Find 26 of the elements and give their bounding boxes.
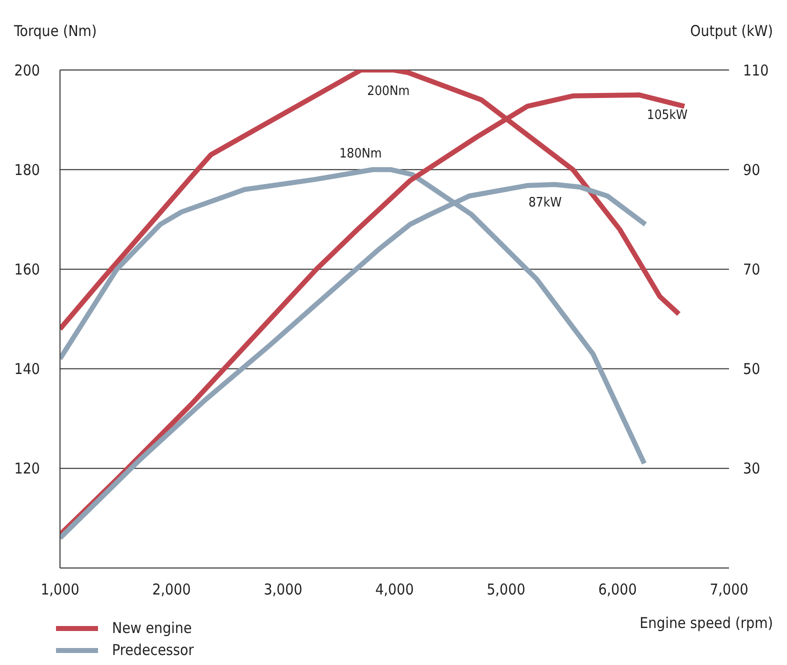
y2-tick-label: 70: [743, 260, 760, 279]
data-label: 105kW: [646, 108, 688, 123]
x-tick-label: 3,000: [264, 580, 302, 599]
x-axis-title: Engine speed (rpm): [640, 614, 773, 632]
y2-tick-label: 90: [743, 160, 760, 179]
y2-tick-label: 50: [743, 360, 760, 378]
y-tick-label: 200: [14, 61, 40, 80]
data-label: 200Nm: [367, 84, 410, 99]
y-tick-label: 180: [14, 160, 40, 179]
data-label: 180Nm: [339, 146, 382, 162]
x-tick-label: 4,000: [375, 580, 414, 599]
x-tick-label: 6,000: [598, 580, 637, 599]
y-tick-label: 140: [14, 360, 40, 378]
x-tick-label: 7,000: [710, 580, 748, 599]
legend-label: Predecessor: [112, 641, 194, 659]
y2-axis-title: Output (kW): [690, 22, 773, 40]
x-tick-label: 1,000: [40, 580, 80, 599]
y-tick-label: 160: [14, 260, 40, 279]
legend-label: New engine: [112, 619, 192, 637]
x-tick-label: 2,000: [152, 580, 191, 599]
y-axis-title: Torque (Nm): [14, 22, 97, 40]
y-tick-label: 120: [14, 460, 40, 478]
y2-tick-label: 110: [743, 61, 769, 80]
x-tick-label: 5,000: [486, 580, 526, 599]
y2-tick-label: 30: [743, 460, 760, 478]
data-label: 87kW: [528, 196, 562, 211]
